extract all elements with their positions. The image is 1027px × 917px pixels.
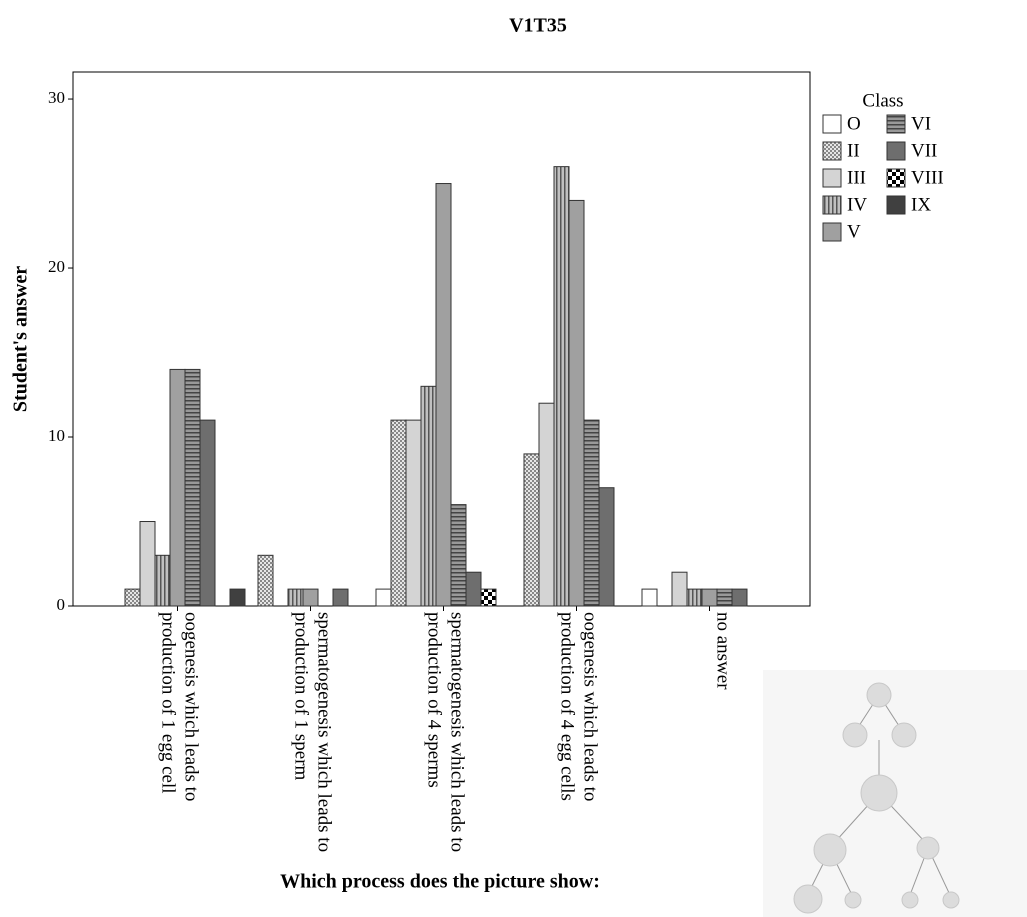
bar [568,199,585,607]
legend-label: V [847,221,861,242]
y-tick-label: 10 [48,426,65,445]
bar [480,588,497,607]
bar [405,419,422,607]
bar [154,554,171,607]
bar [332,588,349,607]
bar [420,385,437,607]
legend-swatch [822,141,842,161]
x-tick-label: oogenesis which leads to production of 4… [556,612,601,802]
legend-label: VIII [911,167,944,188]
bar [701,588,718,607]
bar [523,453,540,607]
legend-swatch [822,222,842,242]
bar [184,368,201,607]
legend-swatch [886,195,906,215]
legend-swatch [822,168,842,188]
legend-swatch [822,114,842,134]
y-tick-label: 20 [48,257,65,276]
bar [538,402,555,607]
bar [435,183,452,607]
bar [553,166,570,607]
bar [583,419,600,607]
x-tick-label: oogenesis which leads to production of 1… [157,612,202,802]
y-tick-label: 30 [48,88,65,107]
legend-swatch [822,195,842,215]
bar [199,419,216,607]
legend-label: VI [911,113,931,134]
legend-title: Class [862,90,903,111]
bar [671,571,688,607]
legend-label: III [847,167,866,188]
bar [257,554,274,607]
y-axis-label: Student's answer [10,266,32,412]
legend-label: VII [911,140,937,161]
bar [139,521,156,607]
bar [124,588,141,607]
bar [375,588,392,607]
legend-label: O [847,113,861,134]
legend-label: IX [911,194,931,215]
legend-swatch [886,114,906,134]
bar [686,588,703,607]
decorative-figure [763,670,1027,917]
bar [450,504,467,607]
x-tick-label: no answer [712,612,734,690]
bar [641,588,658,607]
bar [229,588,246,607]
bar [390,419,407,607]
chart-title: V1T35 [509,15,567,37]
x-axis-label: Which process does the picture show: [280,871,600,893]
bar [302,588,319,607]
x-tick-label: spermatogenesis which leads to productio… [290,612,335,853]
bar [598,487,615,607]
legend-swatch [886,168,906,188]
bar [716,588,733,607]
bar [465,571,482,607]
bar [731,588,748,607]
x-tick-label: spermatogenesis which leads to productio… [423,612,468,853]
bar [169,368,186,607]
legend-swatch [886,141,906,161]
y-tick-label: 0 [57,595,66,614]
bar [287,588,304,607]
legend-label: IV [847,194,867,215]
legend-label: II [847,140,860,161]
